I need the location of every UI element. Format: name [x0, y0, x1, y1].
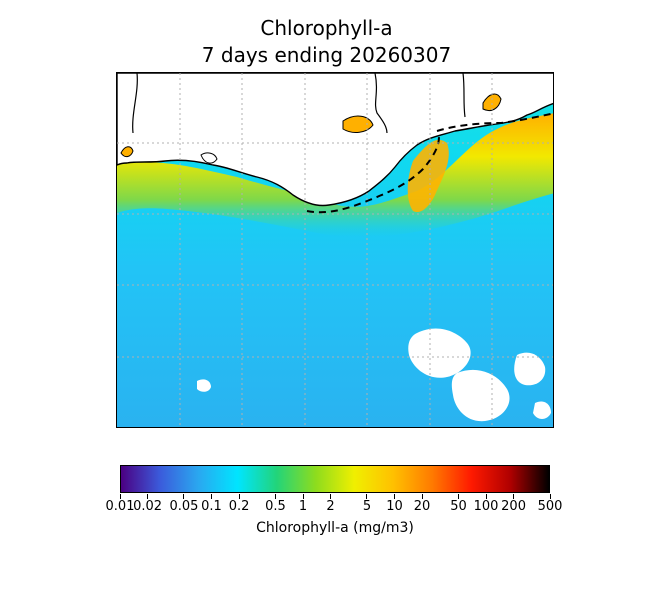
state-border-3 — [462, 73, 466, 118]
colorbar-tick-mark — [238, 494, 240, 499]
coastal-bloom-band — [117, 113, 553, 238]
map-title-line1: Chlorophyll-a — [260, 16, 393, 40]
colorbar-tick-mark — [183, 494, 185, 499]
colorbar-tick-label: 20 — [413, 499, 431, 514]
colorbar-tick-mark — [421, 494, 423, 499]
colorbar-tick-label: 50 — [450, 499, 467, 514]
land-area — [117, 73, 553, 207]
map-svg — [117, 73, 553, 427]
colorbar-tick-label: 0.05 — [169, 499, 199, 514]
boundary-line — [306, 112, 553, 214]
colorbar-tick-label: 0.01 — [105, 499, 135, 514]
island-3 — [342, 115, 374, 133]
no-data-patches — [197, 328, 551, 422]
colorbar-tick-mark — [366, 494, 368, 499]
colorbar-tick-mark — [549, 494, 551, 499]
colorbar-tick-label: 1 — [298, 499, 308, 514]
map-title-line2: 7 days ending 20260307 — [201, 43, 452, 67]
island-4 — [482, 93, 502, 112]
colorbar-tick-label: 0.5 — [265, 499, 286, 514]
colorbar-tick-mark — [211, 494, 212, 499]
chlorophyll-map — [116, 72, 554, 428]
colorbar-tick-mark — [147, 494, 149, 499]
colorbar-tick-label: 200 — [501, 499, 526, 514]
colorbar-tick-mark — [274, 494, 276, 499]
colorbar-tick-mark — [457, 494, 459, 499]
colorbar-tick-mark — [485, 494, 487, 499]
colorbar-tick-mark — [394, 494, 396, 499]
map-gridlines — [117, 73, 553, 427]
colorbar-tick-mark — [302, 494, 304, 499]
colorbar-tick-mark — [330, 494, 332, 499]
colorbar — [120, 465, 550, 493]
island-2 — [200, 152, 218, 164]
colorbar-tick-mark — [119, 494, 121, 499]
colorbar-tick-label: 10 — [386, 499, 403, 514]
river-plume — [407, 139, 449, 213]
colorbar-tick-label: 0.1 — [201, 499, 222, 514]
colorbar-tick-label: 2 — [326, 499, 335, 514]
colorbar-tick-mark — [513, 494, 515, 499]
colorbar-label: Chlorophyll-a (mg/m3) — [256, 520, 414, 536]
island-1 — [120, 146, 134, 158]
colorbar-tick-label: 0.2 — [228, 499, 250, 514]
colorbar-tick-label: 0.02 — [133, 499, 163, 514]
colorbar-tick-label: 500 — [537, 499, 563, 514]
state-border-2 — [374, 73, 388, 134]
state-border-1 — [132, 73, 138, 134]
colorbar-tick-label: 100 — [473, 499, 499, 514]
colorbar-tick-label: 5 — [362, 499, 372, 514]
